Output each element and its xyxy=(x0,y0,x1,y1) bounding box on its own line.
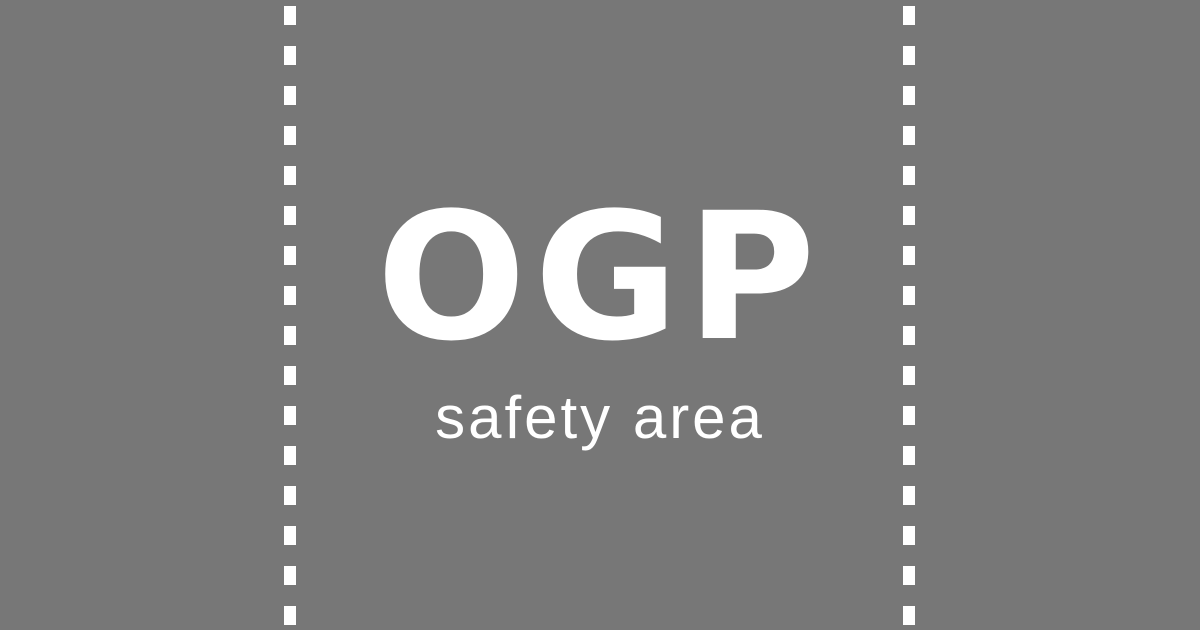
safety-guide-right xyxy=(903,0,915,630)
ogp-title: OGP xyxy=(376,175,824,380)
safety-guide-left xyxy=(284,0,296,630)
safety-area-label: safety area xyxy=(435,384,765,451)
